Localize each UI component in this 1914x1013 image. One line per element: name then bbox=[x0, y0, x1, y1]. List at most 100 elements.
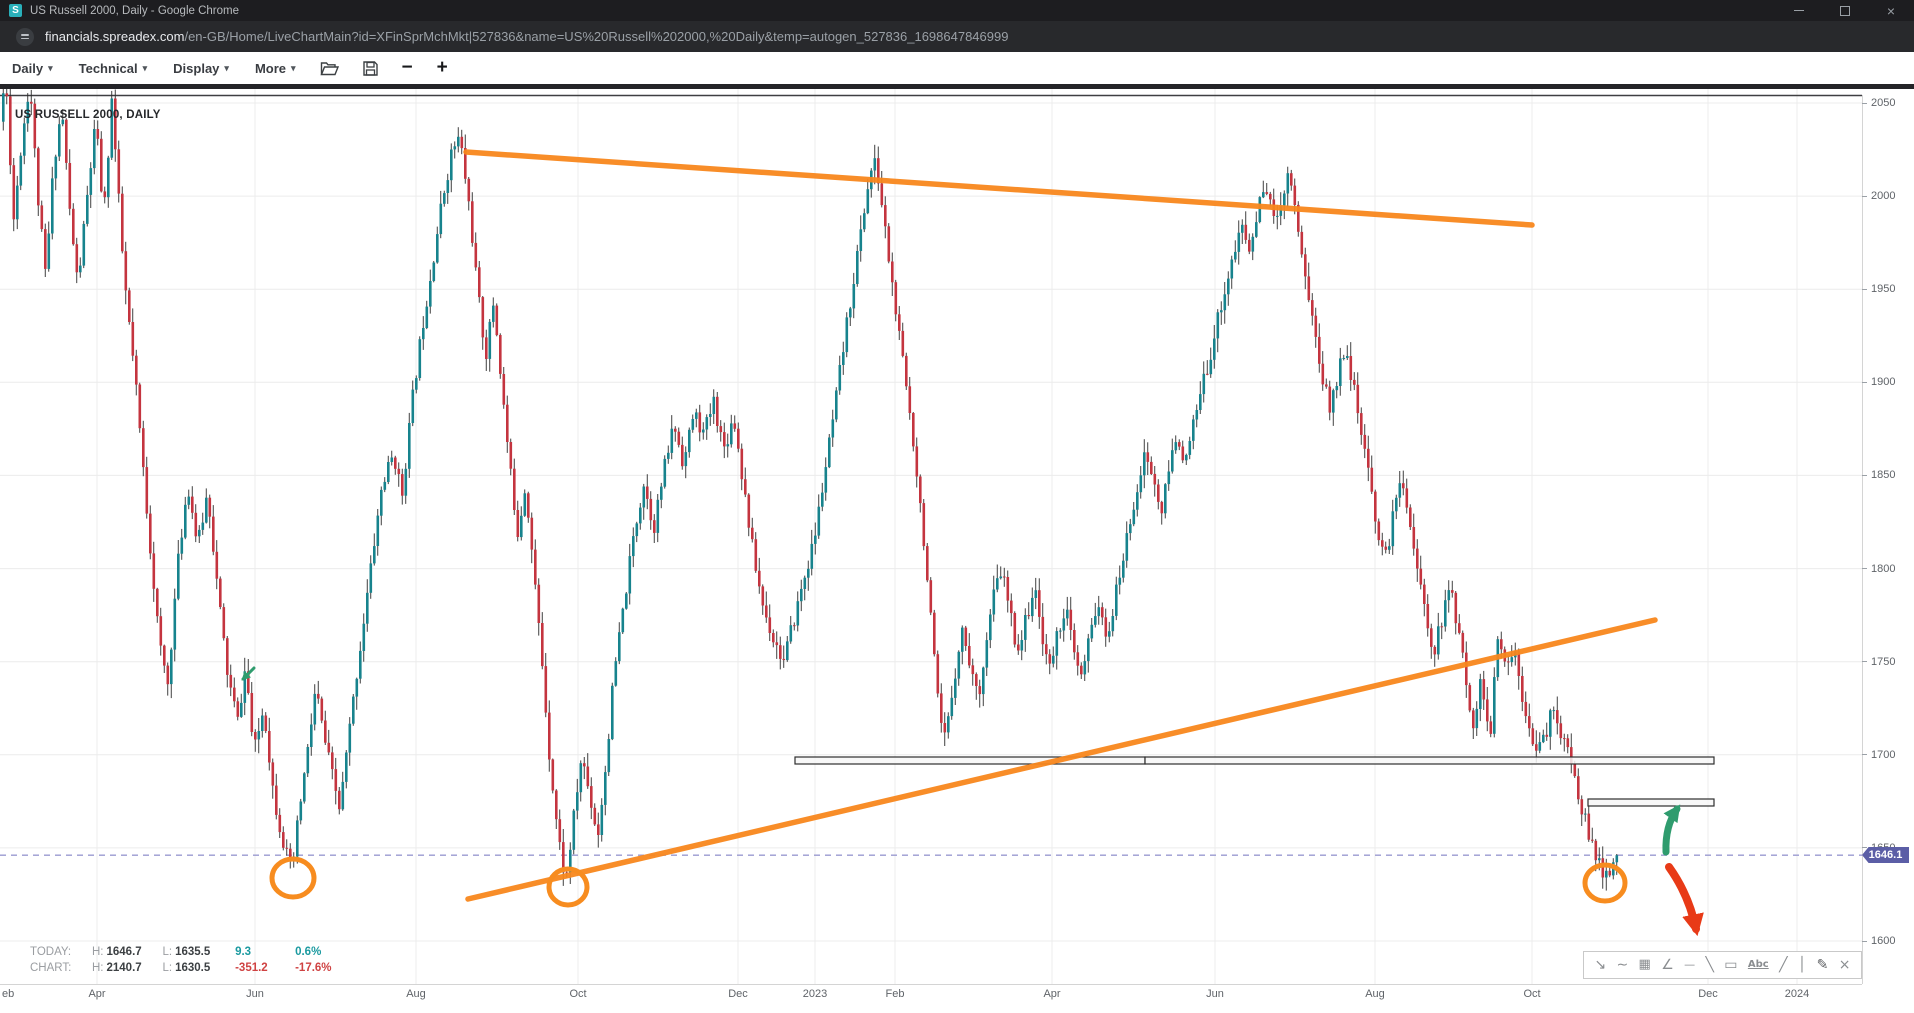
support-zone-1676[interactable] bbox=[1587, 798, 1715, 807]
circle-oct-2022-low[interactable] bbox=[546, 866, 590, 908]
axis-divider-vertical bbox=[1862, 95, 1863, 984]
minimize-button[interactable] bbox=[1776, 0, 1822, 21]
date-axis-label: Dec bbox=[728, 988, 748, 1000]
date-axis-label: Aug bbox=[406, 988, 426, 1000]
save-button[interactable] bbox=[362, 60, 378, 76]
price-axis-tick bbox=[1862, 288, 1867, 290]
menu-technical[interactable]: Technical ▾ bbox=[78, 60, 148, 76]
window-title: US Russell 2000, Daily - Google Chrome bbox=[30, 4, 240, 17]
date-axis-label: Apr bbox=[1043, 988, 1061, 1000]
price-axis-label: 1950 bbox=[1871, 283, 1896, 296]
chevron-down-icon: ▾ bbox=[224, 62, 229, 73]
grid-tool-icon[interactable]: ▦ bbox=[1638, 957, 1651, 972]
candlestick-chart-canvas[interactable] bbox=[0, 89, 1862, 984]
horizontal-line-tool-icon[interactable]: — bbox=[1684, 958, 1696, 971]
zoom-in-button[interactable]: + bbox=[436, 57, 448, 78]
minimize-icon bbox=[1794, 10, 1804, 11]
price-axis-tick bbox=[1862, 102, 1867, 104]
date-axis-label: Oct bbox=[569, 988, 587, 1000]
chart-change-pct: -17.6% bbox=[295, 962, 332, 974]
price-axis-label: 1850 bbox=[1871, 469, 1896, 482]
price-axis-label: 1900 bbox=[1871, 376, 1896, 389]
vertical-line-tool-icon[interactable]: │ bbox=[1797, 957, 1807, 973]
url-host: financials.spreadex.com bbox=[45, 29, 185, 44]
support-zone-1700-right[interactable] bbox=[1144, 756, 1715, 765]
menu-more[interactable]: More ▾ bbox=[254, 60, 296, 76]
green-up-arrow[interactable] bbox=[1662, 804, 1681, 856]
price-axis-tick bbox=[1862, 661, 1867, 663]
url-bar[interactable]: financials.spreadex.com/en-GB/Home/LiveC… bbox=[0, 21, 1914, 52]
plus-icon: + bbox=[436, 57, 448, 78]
open-folder-button[interactable] bbox=[319, 61, 339, 76]
rectangle-tool-icon[interactable]: ▭ bbox=[1724, 957, 1738, 973]
arrow-annotations[interactable] bbox=[241, 666, 1704, 937]
price-axis-label: 1750 bbox=[1871, 655, 1896, 668]
chart-change: -351.2 bbox=[235, 962, 268, 974]
chevron-down-icon: ▾ bbox=[142, 62, 148, 73]
price-axis-label: 1700 bbox=[1871, 748, 1896, 761]
support-zone-1700-left[interactable] bbox=[794, 756, 1146, 765]
zoom-out-button[interactable]: − bbox=[401, 57, 413, 78]
date-axis-label: Jun bbox=[1206, 988, 1224, 1000]
maximize-icon bbox=[1840, 5, 1850, 16]
small-green-arrow[interactable] bbox=[241, 666, 256, 681]
circle-annotations[interactable] bbox=[269, 856, 1628, 908]
price-axis-tick bbox=[1862, 940, 1867, 942]
close-button[interactable]: × bbox=[1868, 0, 1914, 21]
price-axis-tick bbox=[1862, 474, 1867, 476]
site-info-icon[interactable] bbox=[16, 27, 34, 46]
trend-line-tool-icon[interactable]: ╲ bbox=[1705, 957, 1714, 973]
date-axis-label: Aug bbox=[1365, 988, 1385, 1000]
chevron-down-icon: ▾ bbox=[291, 62, 296, 73]
candles bbox=[2, 89, 1619, 891]
close-toolbar-icon[interactable]: × bbox=[1838, 957, 1851, 973]
freehand-tool-icon[interactable]: ∼ bbox=[1616, 957, 1629, 973]
grid-lines bbox=[0, 89, 1862, 984]
date-axis-label: eb bbox=[2, 988, 15, 1000]
price-legend: TODAY: H: 1646.7 L: 1635.5 9.3 0.6% CHAR… bbox=[30, 944, 332, 976]
date-axis-label: Dec bbox=[1698, 988, 1718, 1000]
menu-display[interactable]: Display ▾ bbox=[173, 60, 229, 76]
spreadex-favicon: S bbox=[9, 4, 22, 17]
today-change-pct: 0.6% bbox=[295, 946, 322, 958]
menu-daily[interactable]: Daily ▾ bbox=[12, 60, 53, 76]
circle-oct-2023-low[interactable] bbox=[1582, 862, 1628, 904]
window-titlebar: S US Russell 2000, Daily - Google Chrome… bbox=[0, 0, 1914, 21]
pencil-tool-icon[interactable]: ✎ bbox=[1816, 957, 1829, 973]
close-icon: × bbox=[1886, 2, 1896, 19]
chevron-down-icon: ▾ bbox=[48, 62, 53, 73]
last-price-badge: 1646.1 bbox=[1862, 847, 1909, 863]
circle-jun-2022-low[interactable] bbox=[269, 856, 317, 900]
descending-trendline[interactable] bbox=[463, 149, 1535, 228]
trendlines[interactable] bbox=[463, 149, 1658, 902]
price-axis-tick bbox=[1862, 847, 1867, 849]
axis-divider-horizontal bbox=[0, 984, 1862, 985]
legend-chart-row: CHART: H: 2140.7 L: 1630.5 -351.2 -17.6% bbox=[30, 962, 332, 974]
open-folder-icon bbox=[319, 61, 339, 75]
symbol-label: US RUSSELL 2000, DAILY bbox=[15, 109, 161, 121]
chart-toolbar: Daily ▾ Technical ▾ Display ▾ More ▾ − + bbox=[0, 52, 1914, 89]
fan-lines-tool-icon[interactable]: ∠ bbox=[1661, 957, 1674, 973]
minus-icon: − bbox=[401, 57, 413, 78]
price-axis-label: 2050 bbox=[1871, 97, 1896, 109]
url-text[interactable]: financials.spreadex.com/en-GB/Home/LiveC… bbox=[45, 29, 1008, 44]
date-axis-label: 2024 bbox=[1784, 988, 1810, 1000]
text-tool-icon[interactable]: Abc bbox=[1747, 959, 1769, 970]
date-axis-label: Feb bbox=[885, 988, 905, 1000]
drawing-toolbar: ↘ ∼ ▦ ∠ — ╲ ▭ Abc ╱ │ ✎ × bbox=[1583, 951, 1862, 979]
arrow-tool-icon[interactable]: ↘ bbox=[1594, 957, 1607, 973]
price-axis-label: 1600 bbox=[1871, 935, 1896, 947]
red-down-arrow[interactable] bbox=[1665, 863, 1704, 937]
ascending-trendline[interactable] bbox=[465, 617, 1658, 902]
price-axis-tick bbox=[1862, 568, 1867, 570]
save-icon bbox=[362, 60, 378, 76]
price-axis-label: 2000 bbox=[1871, 190, 1896, 203]
support-zones[interactable] bbox=[794, 756, 1715, 807]
date-axis-label: Jun bbox=[246, 988, 264, 1000]
maximize-button[interactable] bbox=[1822, 0, 1868, 21]
price-axis-label: 1800 bbox=[1871, 562, 1896, 575]
date-axis-label: Apr bbox=[88, 988, 106, 1000]
price-axis-tick bbox=[1862, 381, 1867, 383]
date-axis-label: 2023 bbox=[802, 988, 828, 1000]
diagonal-line-tool-icon[interactable]: ╱ bbox=[1779, 957, 1788, 973]
